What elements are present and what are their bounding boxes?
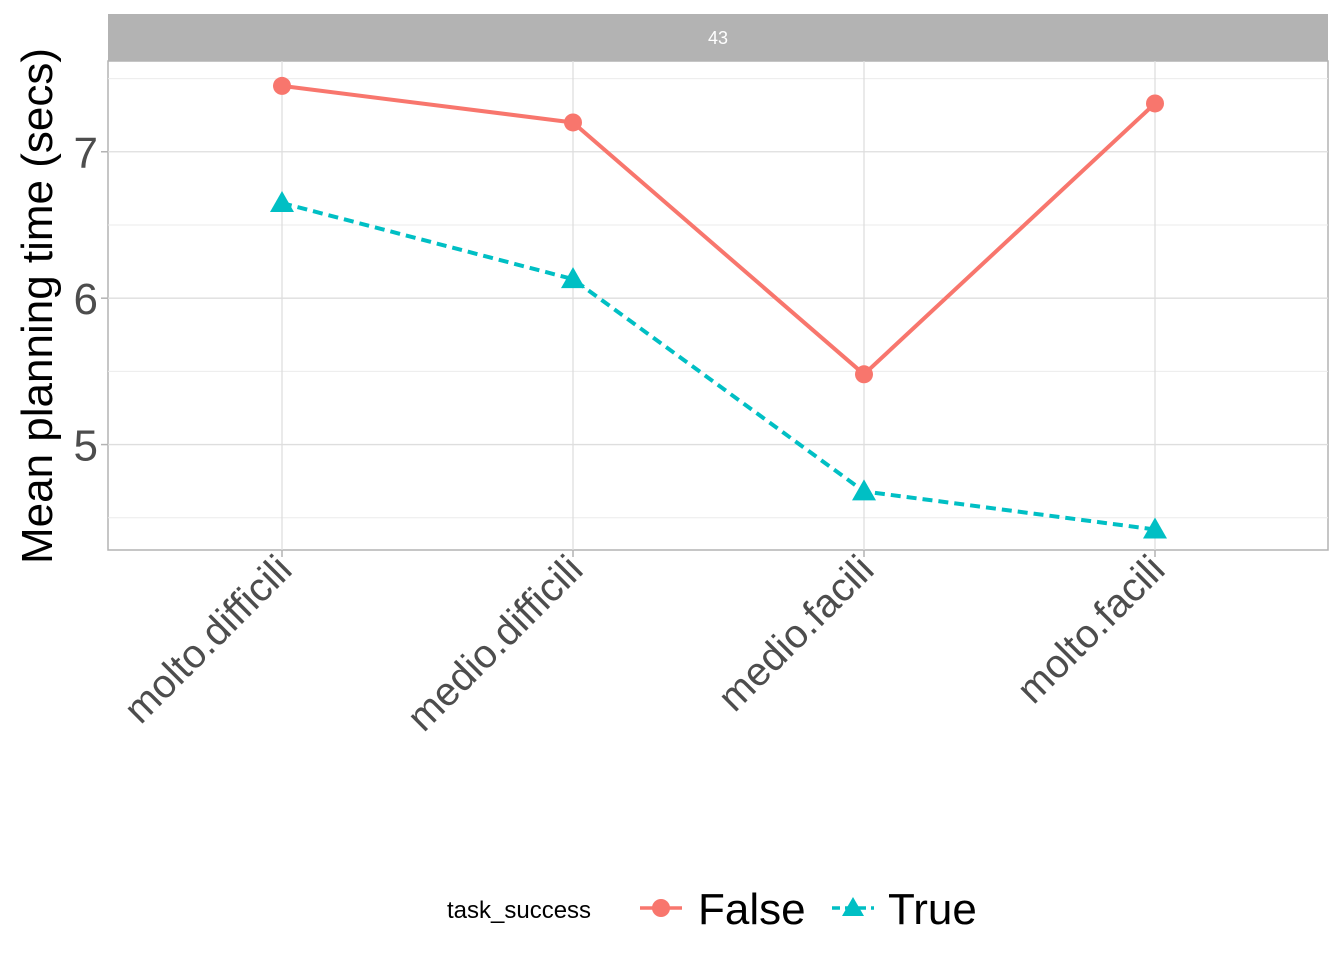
y-tick-label: 7 (74, 129, 98, 178)
y-axis-label: Mean planning time (secs) (13, 48, 62, 564)
y-tick-label: 6 (74, 275, 98, 324)
x-tick-label: medio.difficili (399, 547, 592, 740)
data-point (561, 267, 585, 289)
x-tick-label: molto.difficili (116, 547, 301, 732)
y-axis: 5 6 7 (74, 129, 108, 471)
legend-circle-icon (652, 899, 670, 917)
legend-item-false: False (640, 885, 806, 934)
facet-strip-label: 43 (708, 28, 728, 48)
x-axis: molto.difficili medio.difficili medio.faci… (116, 547, 1174, 740)
data-point (564, 113, 582, 132)
plot-panel (107, 60, 1329, 551)
data-point (1146, 94, 1164, 113)
series-line (281, 201, 1156, 532)
grid-major (108, 61, 1328, 550)
series-true (270, 191, 1167, 539)
data-point (273, 76, 291, 95)
legend-title: task_success (447, 897, 591, 924)
x-tick-label: medio.facili (710, 547, 883, 720)
legend-item-true: True (832, 885, 977, 934)
facet-strip (108, 14, 1328, 61)
series-line (281, 83, 1157, 377)
data-point (852, 479, 876, 501)
legend: task_success False True (447, 885, 977, 934)
grid-minor (108, 78, 1328, 519)
data-point (1143, 517, 1167, 539)
series-layer (270, 76, 1167, 539)
data-point (270, 191, 294, 213)
data-point (855, 365, 873, 384)
legend-triangle-icon (842, 897, 864, 916)
series-false (273, 76, 1164, 384)
y-tick-label: 5 (74, 422, 98, 471)
x-tick-label: molto.facili (1009, 547, 1174, 712)
legend-label-true: True (888, 885, 977, 934)
legend-label-false: False (698, 885, 806, 934)
